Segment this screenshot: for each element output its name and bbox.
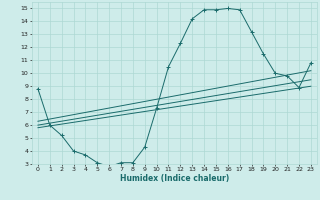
X-axis label: Humidex (Indice chaleur): Humidex (Indice chaleur) (120, 174, 229, 183)
